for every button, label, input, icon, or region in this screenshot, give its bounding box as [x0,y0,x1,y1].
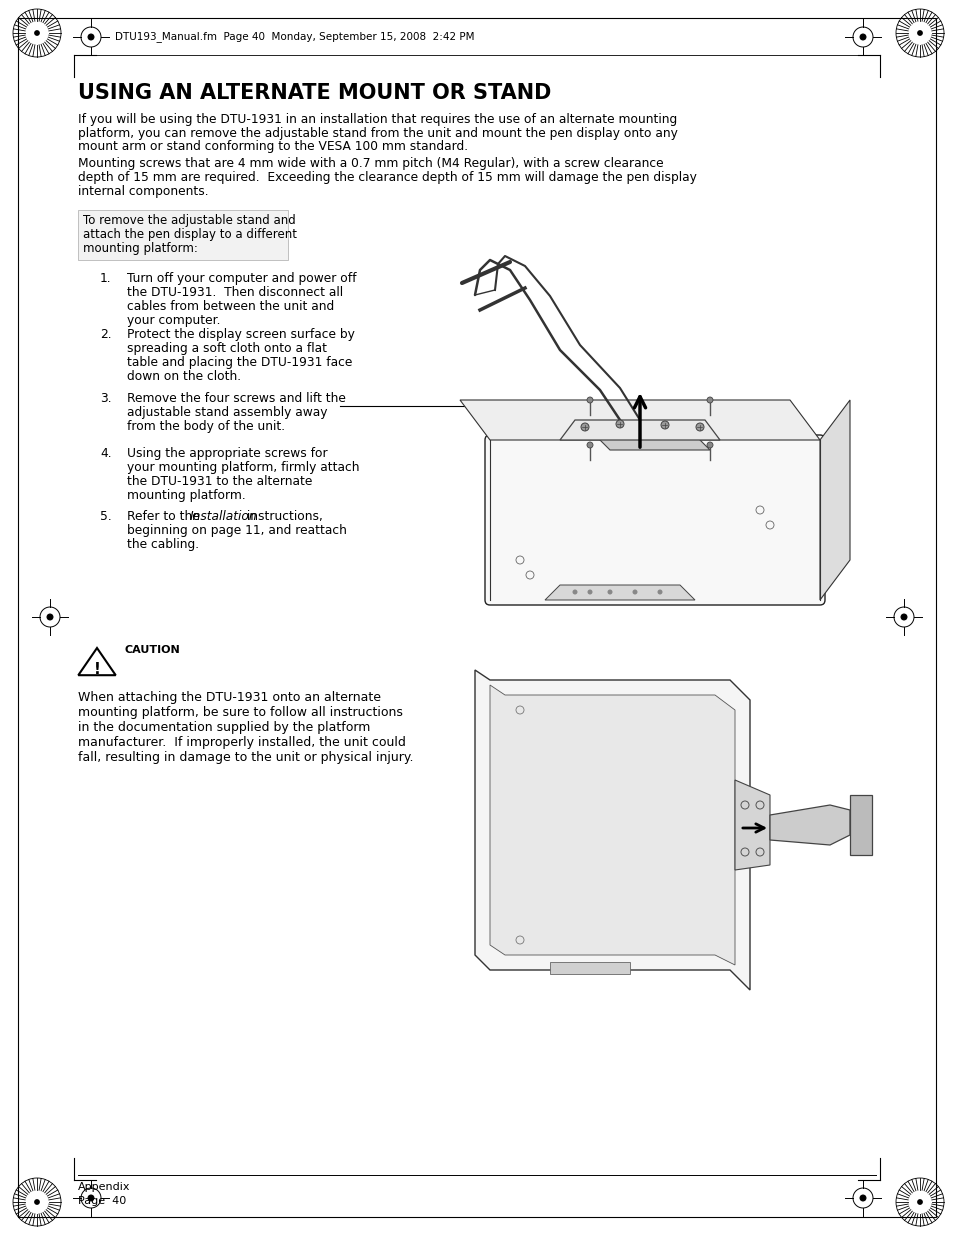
Text: spreading a soft cloth onto a flat: spreading a soft cloth onto a flat [127,342,327,354]
Text: fall, resulting in damage to the unit or physical injury.: fall, resulting in damage to the unit or… [78,751,413,764]
Text: instructions,: instructions, [243,510,322,522]
Text: Turn off your computer and power off: Turn off your computer and power off [127,272,356,285]
Circle shape [916,30,922,36]
Polygon shape [820,400,849,600]
Text: your computer.: your computer. [127,314,220,327]
Text: Mounting screws that are 4 mm wide with a 0.7 mm pitch (M4 Regular), with a scre: Mounting screws that are 4 mm wide with … [78,158,663,170]
Circle shape [859,35,865,40]
Bar [849,795,871,855]
Text: the cabling.: the cabling. [127,538,199,551]
Polygon shape [769,805,849,845]
Text: internal components.: internal components. [78,184,209,198]
Text: mount arm or stand conforming to the VESA 100 mm standard.: mount arm or stand conforming to the VES… [78,140,468,153]
Circle shape [88,35,94,40]
Text: from the body of the unit.: from the body of the unit. [127,420,285,433]
Text: mounting platform.: mounting platform. [127,489,246,501]
Text: USING AN ALTERNATE MOUNT OR STAND: USING AN ALTERNATE MOUNT OR STAND [78,83,551,103]
Circle shape [572,589,577,594]
Text: platform, you can remove the adjustable stand from the unit and mount the pen di: platform, you can remove the adjustable … [78,126,678,140]
Circle shape [88,1195,94,1200]
Text: Refer to the: Refer to the [127,510,203,522]
Text: Using the appropriate screws for: Using the appropriate screws for [127,447,327,459]
Circle shape [696,424,703,431]
Text: your mounting platform, firmly attach: your mounting platform, firmly attach [127,461,359,474]
Text: Page  40: Page 40 [78,1195,126,1207]
Text: in the documentation supplied by the platform: in the documentation supplied by the pla… [78,721,370,734]
Text: When attaching the DTU-1931 onto an alternate: When attaching the DTU-1931 onto an alte… [78,692,380,704]
Polygon shape [559,420,720,440]
Circle shape [632,589,637,594]
Circle shape [660,421,668,429]
Circle shape [900,614,906,620]
Polygon shape [475,671,749,990]
Bar [550,962,629,974]
Text: table and placing the DTU-1931 face: table and placing the DTU-1931 face [127,356,352,369]
Circle shape [706,396,712,403]
Text: mounting platform:: mounting platform: [83,242,197,254]
Text: If you will be using the DTU-1931 in an installation that requires the use of an: If you will be using the DTU-1931 in an … [78,112,677,126]
Text: DTU193_Manual.fm  Page 40  Monday, September 15, 2008  2:42 PM: DTU193_Manual.fm Page 40 Monday, Septemb… [115,32,474,42]
Text: Installation: Installation [190,510,257,522]
Text: Protect the display screen surface by: Protect the display screen surface by [127,329,355,341]
Polygon shape [490,685,734,965]
Circle shape [916,1199,922,1205]
Circle shape [34,1199,40,1205]
Circle shape [587,589,592,594]
Text: beginning on page 11, and reattach: beginning on page 11, and reattach [127,524,347,537]
Polygon shape [589,430,709,450]
Circle shape [657,589,661,594]
Circle shape [580,424,588,431]
Text: To remove the adjustable stand and: To remove the adjustable stand and [83,214,295,227]
Text: CAUTION: CAUTION [125,645,180,655]
Polygon shape [544,585,695,600]
Circle shape [34,30,40,36]
Circle shape [616,420,623,429]
Text: 2.: 2. [100,329,112,341]
Text: the DTU-1931.  Then disconnect all: the DTU-1931. Then disconnect all [127,287,343,299]
Text: cables from between the unit and: cables from between the unit and [127,300,334,312]
Circle shape [586,396,593,403]
Text: 3.: 3. [100,391,112,405]
Circle shape [586,442,593,448]
Text: 1.: 1. [100,272,112,285]
Circle shape [47,614,53,620]
Text: !: ! [93,662,100,678]
Text: attach the pen display to a different: attach the pen display to a different [83,228,296,241]
FancyBboxPatch shape [484,435,824,605]
Text: depth of 15 mm are required.  Exceeding the clearance depth of 15 mm will damage: depth of 15 mm are required. Exceeding t… [78,170,696,184]
Circle shape [859,1195,865,1200]
Text: 4.: 4. [100,447,112,459]
Polygon shape [459,400,820,440]
Text: Appendix: Appendix [78,1182,131,1192]
Bar [78,210,288,261]
Text: 5.: 5. [100,510,112,522]
Text: manufacturer.  If improperly installed, the unit could: manufacturer. If improperly installed, t… [78,736,405,748]
Text: adjustable stand assembly away: adjustable stand assembly away [127,406,327,419]
Text: the DTU-1931 to the alternate: the DTU-1931 to the alternate [127,475,312,488]
Text: Remove the four screws and lift the: Remove the four screws and lift the [127,391,346,405]
Circle shape [706,442,712,448]
Text: down on the cloth.: down on the cloth. [127,370,241,383]
Circle shape [607,589,612,594]
Text: mounting platform, be sure to follow all instructions: mounting platform, be sure to follow all… [78,706,402,719]
Polygon shape [734,781,769,869]
